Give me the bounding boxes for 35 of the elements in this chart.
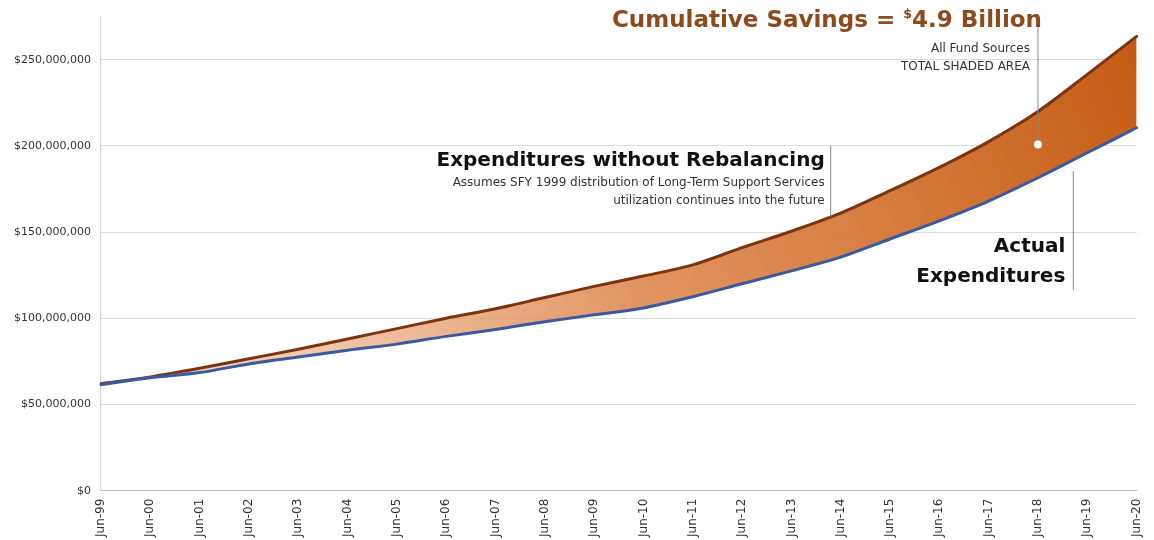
x-tick-label: Jun-10	[635, 498, 650, 539]
x-tick-label: Jun-99	[93, 498, 108, 539]
x-tick-label: Jun-14	[832, 498, 847, 539]
x-tick-label: Jun-16	[931, 498, 946, 539]
y-tick-label: $200,000,000	[13, 138, 91, 152]
annotation: TOTAL SHADED AREA	[900, 59, 1031, 73]
line-series	[99, 126, 1139, 387]
y-tick-label: $0	[76, 483, 91, 497]
x-tick-label: Jun-02	[241, 498, 256, 539]
x-tick-label: Jun-01	[191, 498, 206, 539]
y-tick-label: $100,000,000	[13, 311, 91, 325]
y-tick-label: $150,000,000	[13, 224, 91, 238]
x-tick-label: Jun-07	[487, 498, 502, 539]
x-tick-label: Jun-15	[882, 498, 897, 539]
y-tick-label: $50,000,000	[20, 397, 91, 411]
y-tick-label: $250,000,000	[13, 52, 91, 66]
x-tick-label: Jun-11	[684, 498, 699, 539]
x-tick-label: Jun-18	[1030, 498, 1045, 539]
x-tick-label: Jun-00	[142, 498, 157, 539]
x-tick-label: Jun-20	[1128, 498, 1143, 539]
chart-title: Cumulative Savings = $^{$}$4.9 Billion	[611, 6, 1042, 32]
x-tick-label: Jun-06	[438, 498, 453, 539]
text: Expenditures without Rebalancing	[436, 147, 825, 171]
x-tick-label: Jun-17	[980, 498, 995, 539]
x-tick-label: Jun-04	[339, 498, 354, 539]
x-tick-label: Jun-08	[536, 498, 551, 539]
series-label: Actual Expenditures	[916, 233, 1066, 287]
x-tick-label: Jun-03	[290, 498, 305, 539]
annotation: Assumes SFY 1999 distribution of Long-Term Support Services utilization continues into the future	[452, 175, 825, 207]
x-tick-label: Jun-13	[783, 498, 798, 539]
text: All Fund Sources	[930, 41, 1030, 55]
x-tick-label: Jun-12	[734, 498, 749, 539]
x-tick-label: Jun-09	[586, 498, 601, 539]
x-tick-label: Jun-19	[1079, 498, 1094, 539]
x-tick-label: Jun-05	[389, 498, 403, 539]
